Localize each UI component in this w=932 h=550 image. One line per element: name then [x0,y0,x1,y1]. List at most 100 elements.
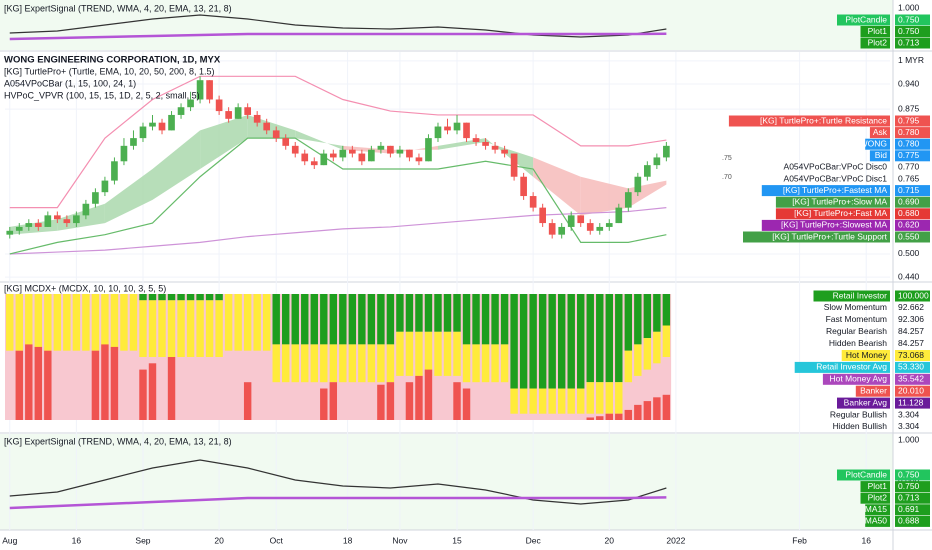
label-box [761,185,890,197]
retail-bar [158,294,166,301]
banker-bar [662,394,671,420]
hot-money-bar [44,294,52,351]
candle-body [558,226,566,235]
label-name: Banker [860,385,887,395]
label-value: 20.010 [898,385,924,395]
label-box [865,138,890,150]
label-value: 100.000 [898,290,929,300]
retail-bar [481,294,490,345]
candle-body [111,161,118,181]
candle-body [634,176,642,193]
retail-bar [215,294,223,301]
banker-bar [34,346,43,420]
label-name: Retail Investor Avg [816,362,887,372]
label-box [860,26,890,37]
y-tick-label: 0.940 [898,78,920,88]
candle-body [358,153,366,162]
banker-bar [643,401,652,420]
hot-money-bar [320,344,328,383]
hot-money-bar [215,300,223,357]
hot-money-bar [377,344,385,383]
label-value: 3.304 [898,421,920,431]
candle-body [54,215,61,220]
label-box [860,37,890,49]
y-tick-label: 1.000 [898,434,920,444]
candle-body [101,180,109,193]
ma-cloud [580,176,629,216]
hot-money-bar [15,294,23,351]
candle-body [577,215,585,224]
hot-money-bar [167,300,176,357]
label-value: 0.691 [898,504,920,514]
retail-bar [634,294,642,345]
hot-money-bar [262,294,271,351]
candle-body [272,130,280,139]
candle-body [624,192,632,208]
label-value: 53.330 [898,362,924,372]
candle-body [615,207,623,224]
ma-cloud [104,169,153,224]
hot-money-bar [605,382,613,414]
value-box [895,397,930,409]
value-box [895,361,930,373]
banker-bar [329,382,338,420]
hot-money-bar [462,344,471,383]
hot-money-bar [567,388,575,414]
candle-body [139,126,147,139]
label-value: 92.306 [898,314,924,324]
candle-body [130,138,137,146]
hot-money-bar [301,344,309,383]
hot-money-bar [358,344,366,383]
x-tick-label: 18 [343,535,353,545]
candle-body [82,203,90,216]
banker-bar [377,384,385,420]
retail-bar [301,294,309,345]
retail-bar [339,294,347,345]
hot-money-bar [101,294,109,351]
banker-bar [653,397,661,420]
retail-bar [500,294,509,345]
retail-bar [177,294,185,301]
hot-money-bar [386,344,395,383]
label-name: PlotCandle [845,469,887,479]
candle-body [444,126,451,131]
candle-body [396,149,404,154]
value-box [895,290,930,302]
retail-bar [624,294,633,351]
candle-body [282,138,290,146]
hot-money-bar [519,388,528,414]
label-value: 3.304 [898,409,920,419]
label-value: 0.690 [898,196,920,206]
x-tick-label: 20 [605,535,615,545]
candle-body [92,192,99,204]
banker-bar [101,344,109,420]
retail-bar [424,294,433,332]
hot-money-bar [234,294,242,351]
x-tick-label: Aug [2,535,17,545]
candle-body [663,145,670,158]
label-box [860,492,890,504]
value-box [895,127,930,139]
label-name: Retail Investor [833,290,887,300]
hot-money-bar [557,388,566,414]
label-value: 0.750 [898,26,920,36]
label-value: 11.128 [898,397,924,407]
candle-body [377,145,385,150]
hot-money-bar [253,294,261,351]
candle-body [310,161,318,166]
pane-title: [KG] ExpertSignal (TREND, WMA, 4, 20, EM… [4,436,232,446]
candle-body [387,145,394,154]
label-name: Plot2 [868,37,888,47]
hot-money-bar [177,300,185,357]
label-box [869,127,890,139]
label-box [860,481,890,493]
candle-body [644,165,651,177]
retail-bar [557,294,566,389]
label-name: Hot Money [846,350,888,360]
label-value: 92.662 [898,302,924,312]
value-box [895,481,930,493]
retail-bar [662,294,671,326]
label-value: 84.257 [898,326,924,336]
label-name: Plot2 [868,492,888,502]
